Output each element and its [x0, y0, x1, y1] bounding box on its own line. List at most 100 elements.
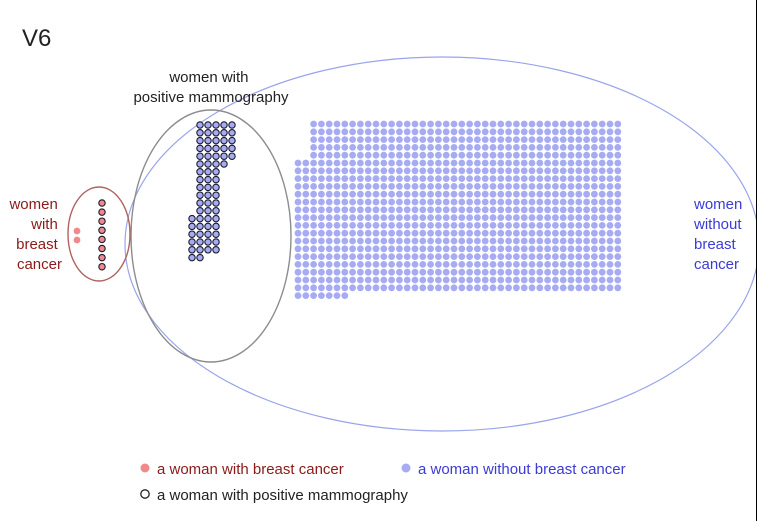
person-dot — [575, 136, 583, 144]
person-dot — [403, 284, 411, 292]
person-dot — [294, 167, 302, 175]
person-dot — [357, 167, 364, 175]
person-dot — [435, 175, 442, 183]
person-dot — [357, 229, 364, 237]
person-dot — [520, 268, 528, 276]
person-dot — [466, 175, 473, 183]
person-dot — [458, 167, 466, 175]
person-dot — [419, 128, 427, 136]
person-dot — [302, 284, 310, 292]
person-dot — [349, 276, 356, 284]
person-dot — [419, 268, 427, 276]
person-dot — [396, 190, 403, 198]
person-dot — [427, 261, 434, 268]
person-dot — [575, 128, 583, 136]
person-dot — [188, 246, 196, 254]
person-dot — [204, 168, 212, 176]
person-dot — [544, 136, 551, 144]
person-dot — [419, 261, 427, 268]
person-dot — [497, 237, 505, 245]
person-dot — [419, 253, 427, 260]
person-dot — [520, 276, 528, 284]
person-dot — [411, 128, 419, 136]
person-dot — [598, 120, 606, 128]
person-dot — [188, 230, 196, 238]
person-dot — [435, 222, 442, 229]
person-dot — [536, 276, 544, 284]
person-dot — [544, 175, 551, 183]
person-dot — [513, 276, 520, 284]
person-dot — [435, 120, 442, 128]
person-dot — [419, 175, 427, 183]
person-dot — [212, 214, 220, 223]
person-dot — [606, 245, 614, 253]
person-dot — [442, 167, 450, 175]
person-dot — [598, 190, 606, 198]
person-dot — [333, 159, 341, 167]
person-dot — [489, 261, 497, 268]
person-dot — [196, 238, 204, 246]
person-dot — [466, 206, 473, 214]
person-dot — [458, 151, 466, 159]
person-dot — [552, 261, 559, 268]
person-dot — [481, 206, 489, 214]
person-dot — [411, 261, 419, 268]
person-dot — [536, 151, 544, 159]
person-dot — [442, 159, 450, 167]
person-dot — [489, 237, 497, 245]
person-dot — [552, 268, 559, 276]
person-dot — [310, 120, 317, 128]
person-dot — [204, 183, 212, 192]
person-dot — [450, 253, 458, 260]
person-dot — [388, 159, 395, 167]
person-dot — [419, 237, 427, 245]
person-dot — [458, 175, 466, 183]
person-dot — [388, 175, 395, 183]
person-dot — [481, 245, 489, 253]
person-dot — [333, 222, 341, 229]
person-dot — [349, 144, 356, 151]
person-dot — [575, 237, 583, 245]
person-dot — [325, 167, 333, 175]
person-dot — [450, 222, 458, 229]
person-dot — [497, 268, 505, 276]
person-dot — [575, 253, 583, 260]
person-dot — [318, 183, 325, 190]
person-dot — [528, 222, 536, 229]
person-dot — [505, 261, 512, 268]
person-dot — [552, 237, 559, 245]
person-dot — [204, 214, 212, 223]
person-dot — [396, 206, 403, 214]
person-dot — [325, 268, 333, 276]
person-dot — [489, 183, 497, 190]
person-dot — [520, 183, 528, 190]
person-dot — [435, 198, 442, 206]
person-dot — [204, 191, 212, 199]
person-dot — [302, 206, 310, 214]
person-dot — [544, 245, 551, 253]
person-dot — [466, 159, 473, 167]
person-dot — [575, 183, 583, 190]
person-dot — [583, 261, 590, 268]
person-dot — [310, 284, 317, 292]
person-dot — [591, 276, 598, 284]
person-dot — [294, 253, 302, 260]
person-dot — [442, 190, 450, 198]
person-dot — [552, 136, 559, 144]
person-dot — [318, 261, 325, 268]
person-dot — [489, 253, 497, 260]
person-dot — [411, 159, 419, 167]
person-dot — [427, 190, 434, 198]
person-dot — [559, 229, 567, 237]
person-dot — [204, 230, 212, 238]
person-dot — [396, 183, 403, 190]
person-dot — [466, 261, 473, 268]
person-dot — [598, 276, 606, 284]
person-dot — [450, 144, 458, 151]
without-breast-cancer-label-line: breast — [694, 236, 737, 253]
person-dot — [583, 276, 590, 284]
person-dot — [536, 136, 544, 144]
person-dot — [544, 222, 551, 229]
person-dot — [606, 229, 614, 237]
person-dot — [474, 237, 481, 245]
